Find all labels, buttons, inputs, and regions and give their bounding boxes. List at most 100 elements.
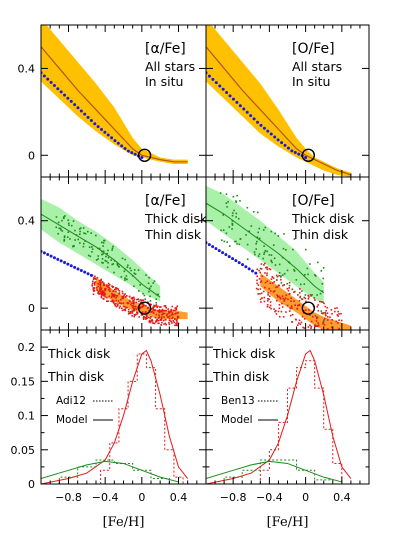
thin-disk-star xyxy=(127,302,130,305)
thin-disk-star xyxy=(175,319,178,322)
thin-disk-star xyxy=(304,297,307,300)
x-tick-label: −0.8 xyxy=(55,491,82,504)
thick-disk-star xyxy=(256,240,258,243)
thick-disk-model xyxy=(206,460,342,483)
thin-disk-star xyxy=(103,284,106,286)
thin-disk-star xyxy=(317,309,320,312)
thick-disk-star xyxy=(235,216,237,218)
thin-disk-star xyxy=(151,310,153,313)
thin-disk-star xyxy=(286,304,289,307)
thin-disk-star xyxy=(138,316,141,318)
thin-disk-star xyxy=(324,317,326,320)
thin-disk-star xyxy=(163,312,166,315)
thin-disk-star xyxy=(275,309,277,312)
thick-disk-star xyxy=(270,230,273,233)
thick-disk-star xyxy=(250,225,253,227)
in-situ-point xyxy=(46,253,50,257)
thick-disk-star xyxy=(55,226,58,229)
thin-disk-star xyxy=(150,303,152,306)
thin-disk-star xyxy=(150,316,152,318)
thin-disk-star xyxy=(118,302,121,304)
thick-disk-star xyxy=(67,231,70,234)
thin-disk-star xyxy=(93,287,95,289)
thin-disk-star xyxy=(176,321,178,323)
thin-disk-star xyxy=(255,287,258,290)
thin-disk-star xyxy=(260,292,263,295)
thin-disk-star xyxy=(115,299,118,302)
thick-disk-star xyxy=(107,261,109,264)
thin-disk-star xyxy=(111,299,114,302)
thin-disk-star xyxy=(305,309,307,311)
thin-disk-star xyxy=(256,282,258,285)
thin-disk-star xyxy=(151,318,153,321)
thin-disk-star xyxy=(96,276,99,279)
legend-model-label: Model xyxy=(221,414,253,426)
thick-disk-data xyxy=(58,459,170,484)
thick-disk-star xyxy=(148,276,150,279)
thin-disk-star xyxy=(288,281,291,284)
thin-disk-star xyxy=(269,295,271,298)
thick-disk-star xyxy=(255,242,257,245)
thin-disk-star xyxy=(256,279,258,282)
y-tick-label: 0.4 xyxy=(18,62,36,75)
thin-disk-star xyxy=(168,323,171,326)
thick-disk-star xyxy=(235,240,237,243)
thin-disk-star xyxy=(261,275,264,277)
thin-disk-star xyxy=(148,320,151,323)
thick-disk-star xyxy=(322,301,324,304)
thin-disk-star xyxy=(102,297,104,300)
thick-disk-star xyxy=(231,220,234,222)
thick-disk-star xyxy=(235,200,237,202)
thick-disk-star xyxy=(257,231,259,234)
thin-disk-star xyxy=(155,320,157,322)
in-situ-point xyxy=(259,123,263,127)
plot-area xyxy=(41,198,188,327)
thin-disk-star xyxy=(160,316,163,318)
thick-disk-star xyxy=(257,211,259,214)
thin-disk-star xyxy=(91,285,94,287)
legend-thick-disk: Thick disk xyxy=(47,346,111,361)
thin-disk-star xyxy=(275,313,278,315)
thick-disk-star xyxy=(258,253,261,255)
in-situ-point xyxy=(79,109,83,113)
thick-disk-star xyxy=(299,283,302,286)
thin-disk-star xyxy=(168,311,170,314)
thin-disk-star xyxy=(146,315,148,318)
thick-disk-star xyxy=(143,294,146,297)
legend-thick-disk: Thick disk xyxy=(144,211,208,226)
in-situ-point xyxy=(238,104,242,108)
thick-disk-star xyxy=(63,235,66,237)
thick-disk-star xyxy=(235,212,238,215)
thick-disk-star xyxy=(133,285,135,288)
thin-disk-star xyxy=(108,295,111,298)
thick-disk-star xyxy=(288,261,291,264)
thin-disk-star xyxy=(317,322,320,324)
y-tick-label: 0.1 xyxy=(18,410,36,423)
thick-disk-star xyxy=(225,202,228,204)
thin-disk-star xyxy=(123,309,125,311)
thin-disk-star xyxy=(322,312,324,315)
thick-disk-star xyxy=(124,258,126,261)
thin-disk-star xyxy=(288,310,291,312)
thick-disk-star xyxy=(225,193,228,196)
thick-disk-star xyxy=(123,270,126,273)
all-stars-line xyxy=(41,46,188,163)
thick-disk-star xyxy=(274,232,276,235)
thin-disk-star xyxy=(112,290,115,292)
thick-disk-star xyxy=(82,227,85,229)
thin-disk-star xyxy=(323,338,325,340)
thin-disk-star xyxy=(157,319,160,322)
thin-disk-star xyxy=(340,319,343,322)
in-situ-point xyxy=(231,97,235,101)
thin-disk-star xyxy=(165,309,167,312)
thin-disk-star xyxy=(264,272,266,274)
legend-thin-disk: Thin disk xyxy=(291,227,349,242)
thin-disk-star xyxy=(308,334,310,336)
thick-disk-star xyxy=(227,200,229,203)
thin-disk-star xyxy=(271,282,274,284)
thin-disk-star xyxy=(153,304,155,307)
thick-disk-star xyxy=(248,230,251,233)
in-situ-point xyxy=(59,90,63,94)
x-tick-label: −0.8 xyxy=(220,491,247,504)
thin-disk-star xyxy=(291,321,293,323)
